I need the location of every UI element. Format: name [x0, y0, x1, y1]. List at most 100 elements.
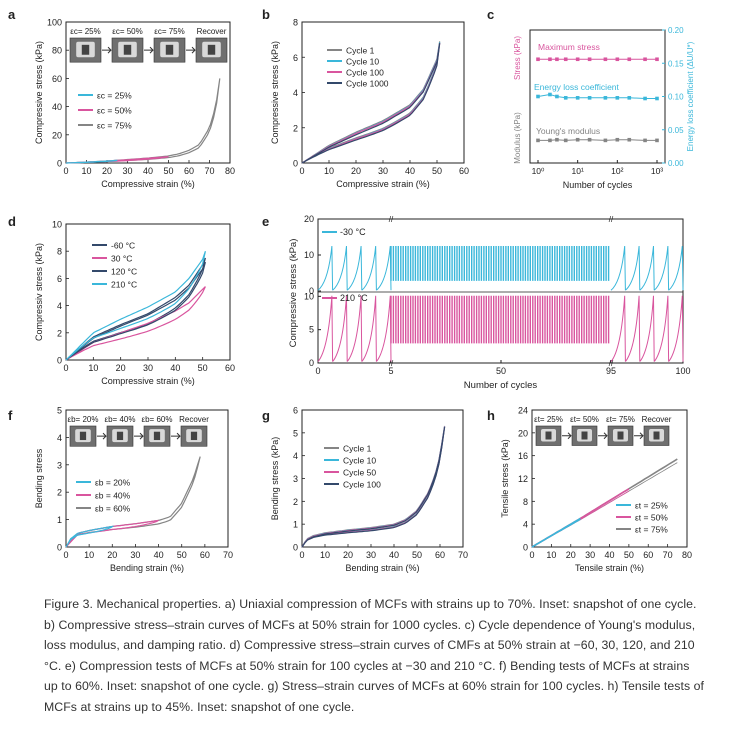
y-tick-label: 0 [57, 159, 62, 169]
series-line [317, 295, 684, 362]
panel-label: d [8, 214, 16, 229]
y-left-bottom-label: Modulus (kPa) [513, 112, 522, 164]
panel-label: f [8, 408, 13, 423]
x-tick-label: 20 [566, 550, 576, 560]
data-point [655, 57, 659, 62]
inset-photo-clamp [153, 431, 161, 441]
data-point [575, 57, 580, 62]
data-point [643, 57, 647, 62]
x-axis-label: Bending strain (%) [110, 563, 184, 573]
data-point [615, 137, 620, 142]
y-tick-label: 10 [304, 291, 314, 301]
legend-label: 30 °C [111, 254, 132, 264]
x-tick-label: 70 [458, 550, 468, 560]
legend-label: εb = 40% [95, 491, 131, 501]
inset-photo-clamp [190, 431, 198, 441]
legend-label: -30 °C [340, 227, 366, 237]
y-tick-label: 4 [57, 301, 62, 311]
x-tick-label: 40 [604, 550, 614, 560]
x-tick-label: 20 [107, 550, 117, 560]
series-line [65, 286, 206, 361]
series-unload-line [531, 519, 581, 548]
y-axis-label: Compressive stress (kPa) [288, 239, 299, 348]
x-tick-label: 10¹ [572, 166, 584, 176]
y-tick-label: 10 [52, 220, 62, 230]
y-tick-label: 8 [293, 18, 298, 28]
y-tick-label: 0 [293, 159, 298, 169]
x-tick-label: 80 [225, 166, 235, 176]
y-tick-label: 0 [309, 358, 314, 368]
figure-caption: Figure 3. Mechanical properties. a) Unia… [44, 597, 704, 714]
x-tick-label: 60 [435, 550, 445, 560]
x-axis-label: Compressive strain (%) [336, 179, 430, 189]
data-point [615, 96, 620, 100]
axis-break: // [609, 359, 614, 368]
series-line [65, 251, 206, 361]
series-label: Energy loss coefficient [534, 82, 620, 92]
inset-label: εc= 75% [154, 27, 184, 36]
y-tick-label: 4 [293, 451, 298, 461]
inset-label: Recover [197, 27, 227, 36]
x-tick-label: 30 [378, 166, 388, 176]
data-point [627, 57, 632, 62]
x-tick-label: 30 [585, 550, 595, 560]
data-point [655, 138, 659, 143]
x-tick-label: 20 [343, 550, 353, 560]
data-point [587, 137, 592, 142]
data-point [536, 57, 540, 62]
x-tick-label: 50 [412, 550, 422, 560]
x-tick-label: 60 [225, 363, 235, 373]
x-tick-label: 40 [143, 166, 153, 176]
series-dense-cycles [390, 295, 610, 344]
y-tick-label: 80 [52, 46, 62, 56]
data-point [563, 138, 568, 143]
x-tick-label: 0 [63, 166, 68, 176]
x-tick-label: 60 [200, 550, 210, 560]
y-tick-label: 0 [57, 356, 62, 366]
series-line [66, 159, 118, 164]
x-tick-label: 60 [643, 550, 653, 560]
panel-label: h [487, 408, 495, 423]
data-point [555, 137, 559, 142]
legend-label: εt = 75% [635, 525, 668, 535]
x-tick-label: 5 [388, 366, 393, 376]
x-tick-label: 0 [529, 550, 534, 560]
inset-photo-clamp [79, 431, 87, 441]
inset-label: εb= 20% [68, 415, 99, 424]
x-axis-label: Number of cycles [464, 380, 538, 391]
x-tick-label: 50 [198, 363, 208, 373]
y-tick-label: 8 [57, 247, 62, 257]
inset-arrow [134, 432, 144, 440]
legend-label: εc = 75% [97, 121, 132, 131]
data-point [603, 138, 608, 143]
data-point [575, 137, 580, 142]
panel-label: a [8, 7, 16, 22]
x-tick-label: 40 [154, 550, 164, 560]
legend-label: Cycle 1000 [346, 79, 389, 89]
y-tick-label: 2 [293, 123, 298, 133]
x-tick-label: 100 [675, 366, 690, 376]
y-tick-label: 8 [523, 497, 528, 507]
series-line [301, 41, 441, 164]
data-point [587, 96, 592, 100]
x-tick-label: 20 [351, 166, 361, 176]
x-tick-label: 50 [432, 166, 442, 176]
y-right-tick-label: 0.10 [668, 93, 684, 102]
y-tick-label: 4 [293, 88, 298, 98]
x-tick-label: 10 [81, 166, 91, 176]
series-dense-cycles [390, 246, 610, 281]
y-tick-label: 0 [309, 286, 314, 296]
y-tick-label: 20 [52, 130, 62, 140]
legend-label: εc = 50% [97, 106, 132, 116]
inset-photo-clamp [116, 431, 124, 441]
y-axis-label: Compressive stress (kPa) [34, 41, 44, 144]
y-tick-label: 16 [518, 451, 528, 461]
panel-b: b 0 10 20 30 40 50 60 0 2 4 6 8 Compressive strain (%… [262, 7, 469, 189]
inset-arrow [634, 432, 644, 440]
y-tick-label: 5 [309, 325, 314, 335]
inset-photo-clamp [165, 44, 174, 55]
series-line [65, 261, 206, 361]
data-point [548, 138, 552, 143]
data-point [555, 94, 559, 99]
